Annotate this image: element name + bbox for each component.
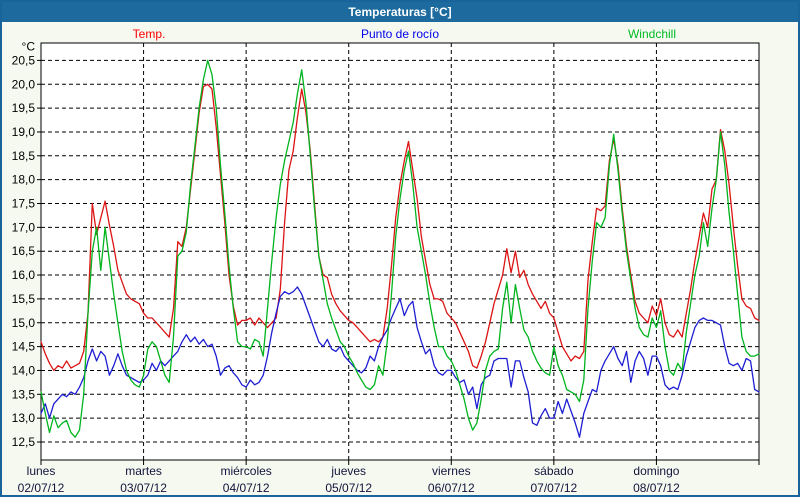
y-tick-label: 17,5 [12, 197, 36, 211]
legend-label-windchill: Windchill [628, 27, 676, 41]
day-date-label: 05/07/12 [325, 481, 372, 495]
window-titlebar: Temperaturas [°C] [2, 2, 798, 22]
day-date-label: 07/07/12 [530, 481, 577, 495]
y-axis-unit-label: °C [22, 39, 36, 53]
y-tick-label: 20,0 [12, 77, 36, 91]
temperature-chart: 20,5 20,0 19,5 19,0 18,5 18,0 17,5 17,0 16,5 16,0… [12, 27, 760, 495]
y-tick-label: 12,5 [12, 435, 36, 449]
y-tick-label: 17,0 [12, 220, 36, 234]
y-tick-label: 19,0 [12, 125, 36, 139]
day-date-label: 04/07/12 [223, 481, 270, 495]
y-tick-label: 13,0 [12, 411, 36, 425]
y-tick-label: 18,5 [12, 149, 36, 163]
legend-label-temp-: Temp. [133, 27, 166, 41]
y-tick-label: 14,0 [12, 363, 36, 377]
window-title: Temperaturas [°C] [348, 5, 452, 19]
day-date-label: 08/07/12 [633, 481, 680, 495]
y-tick-label: 16,5 [12, 244, 36, 258]
y-tick-label: 15,5 [12, 292, 36, 306]
series-line-windchill [40, 59, 760, 438]
day-name-label: martes [125, 464, 162, 478]
day-date-label: 02/07/12 [18, 481, 65, 495]
y-tick-label: 16,0 [12, 268, 36, 282]
day-name-label: miércoles [220, 464, 271, 478]
day-name-label: jueves [330, 464, 366, 478]
y-tick-label: 13,5 [12, 387, 36, 401]
day-name-label: viernes [432, 464, 471, 478]
day-date-label: 03/07/12 [120, 481, 167, 495]
y-tick-label: 14,5 [12, 340, 36, 354]
day-date-label: 06/07/12 [428, 481, 475, 495]
legend-label-punto-de-roc-o: Punto de rocío [361, 27, 439, 41]
day-name-label: sábado [534, 464, 574, 478]
y-tick-label: 19,5 [12, 101, 36, 115]
series-line-temp- [40, 83, 760, 372]
y-tick-label: 20,5 [12, 53, 36, 67]
y-tick-label: 15,0 [12, 316, 36, 330]
day-name-label: domingo [633, 464, 679, 478]
day-name-label: lunes [27, 464, 56, 478]
y-tick-label: 18,0 [12, 173, 36, 187]
